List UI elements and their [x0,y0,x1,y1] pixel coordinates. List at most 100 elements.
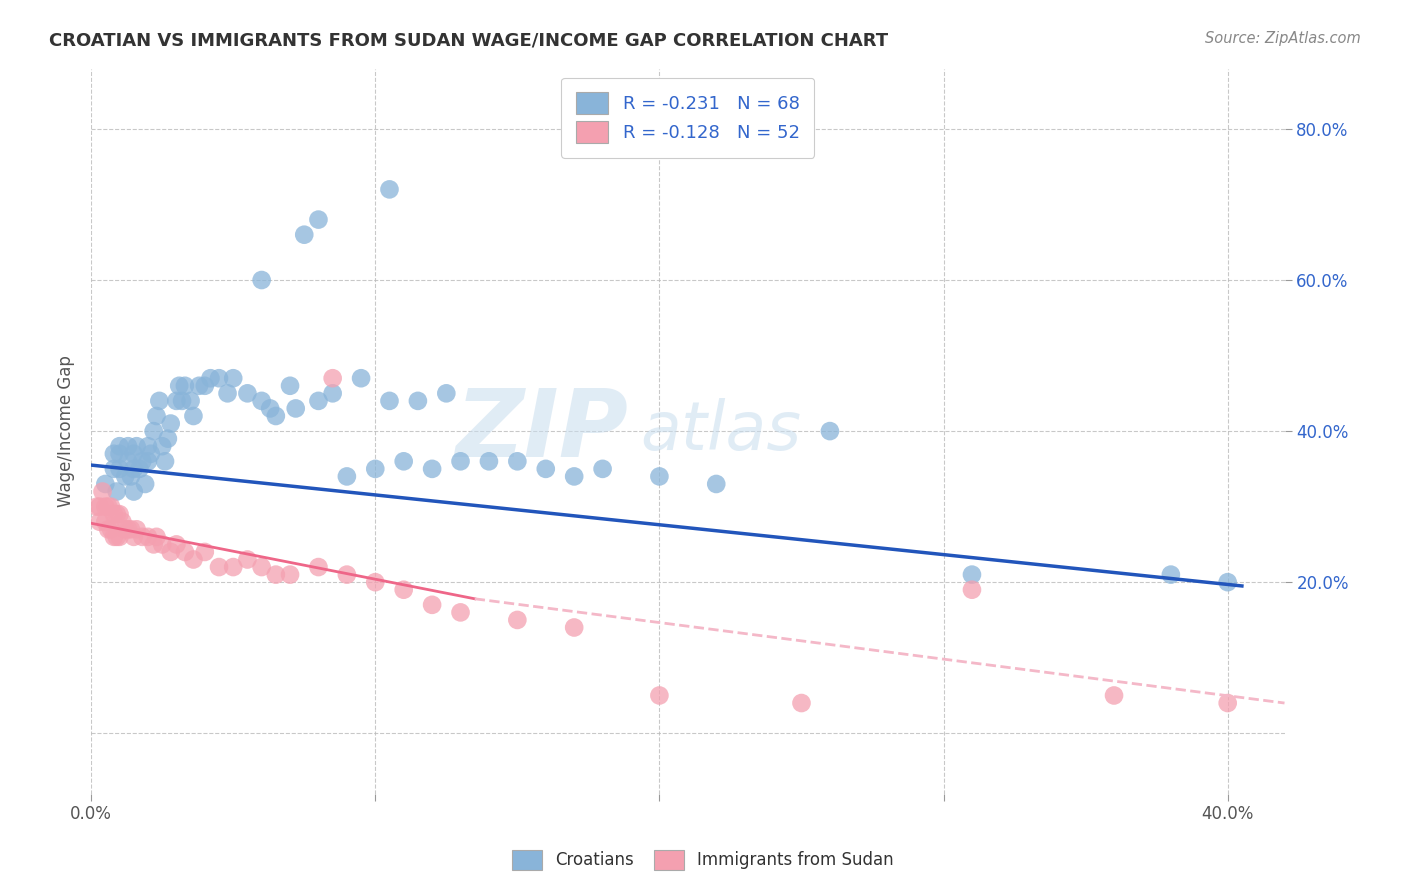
Point [350,371,373,385]
Point [200,371,222,385]
Point [364,462,387,476]
Point [562,620,585,634]
Point [103,462,125,476]
Point [174,545,197,559]
Point [450,606,472,620]
Point [222,371,245,385]
Point [148,393,170,408]
Point [264,567,287,582]
Point [100,522,122,536]
Point [108,462,131,476]
Point [1216,696,1239,710]
Point [236,386,259,401]
Point [145,530,167,544]
Point [167,378,190,392]
Point [250,273,273,287]
Point [89,500,111,514]
Point [392,454,415,468]
Point [818,424,841,438]
Point [790,696,813,710]
Point [145,409,167,423]
Point [222,560,245,574]
Point [105,484,128,499]
Text: ZIP: ZIP [456,385,628,477]
Point [392,582,415,597]
Point [284,401,307,416]
Point [97,522,120,536]
Point [117,522,139,536]
Point [174,378,197,392]
Point [180,393,202,408]
Point [91,484,114,499]
Point [188,378,211,392]
Point [592,462,614,476]
Point [108,530,131,544]
Point [506,613,529,627]
Point [94,515,117,529]
Point [103,447,125,461]
Point [159,417,181,431]
Point [378,393,401,408]
Point [292,227,315,242]
Point [150,537,173,551]
Point [120,522,142,536]
Point [86,500,108,514]
Point [105,507,128,521]
Point [108,439,131,453]
Point [122,530,145,544]
Point [131,530,153,544]
Point [308,393,330,408]
Point [89,515,111,529]
Point [278,378,301,392]
Point [131,454,153,468]
Point [125,439,148,453]
Point [120,469,142,483]
Point [103,507,125,521]
Point [194,378,217,392]
Point [208,560,231,574]
Point [534,462,557,476]
Text: CROATIAN VS IMMIGRANTS FROM SUDAN WAGE/INCOME GAP CORRELATION CHART: CROATIAN VS IMMIGRANTS FROM SUDAN WAGE/I… [49,31,889,49]
Point [111,515,134,529]
Point [1160,567,1182,582]
Point [165,393,187,408]
Point [94,500,117,514]
Point [322,371,344,385]
Point [406,393,429,408]
Point [704,477,727,491]
Point [122,462,145,476]
Point [183,552,205,566]
Point [278,567,301,582]
Point [1102,689,1125,703]
Point [150,439,173,453]
Point [159,545,181,559]
Point [105,530,128,544]
Text: Source: ZipAtlas.com: Source: ZipAtlas.com [1205,31,1361,46]
Point [134,477,156,491]
Point [194,545,217,559]
Point [420,462,443,476]
Point [420,598,443,612]
Point [165,537,187,551]
Point [136,454,159,468]
Point [364,575,387,590]
Text: atlas: atlas [640,398,801,464]
Point [236,552,259,566]
Point [434,386,457,401]
Point [378,182,401,196]
Point [648,689,671,703]
Legend: R = -0.231   N = 68, R = -0.128   N = 52: R = -0.231 N = 68, R = -0.128 N = 52 [561,78,814,158]
Point [117,439,139,453]
Point [136,439,159,453]
Point [960,567,983,582]
Point [264,409,287,423]
Point [122,447,145,461]
Point [142,537,165,551]
Point [139,447,162,461]
Point [122,484,145,499]
Point [450,454,472,468]
Point [136,530,159,544]
Point [94,477,117,491]
Point [250,560,273,574]
Point [117,454,139,468]
